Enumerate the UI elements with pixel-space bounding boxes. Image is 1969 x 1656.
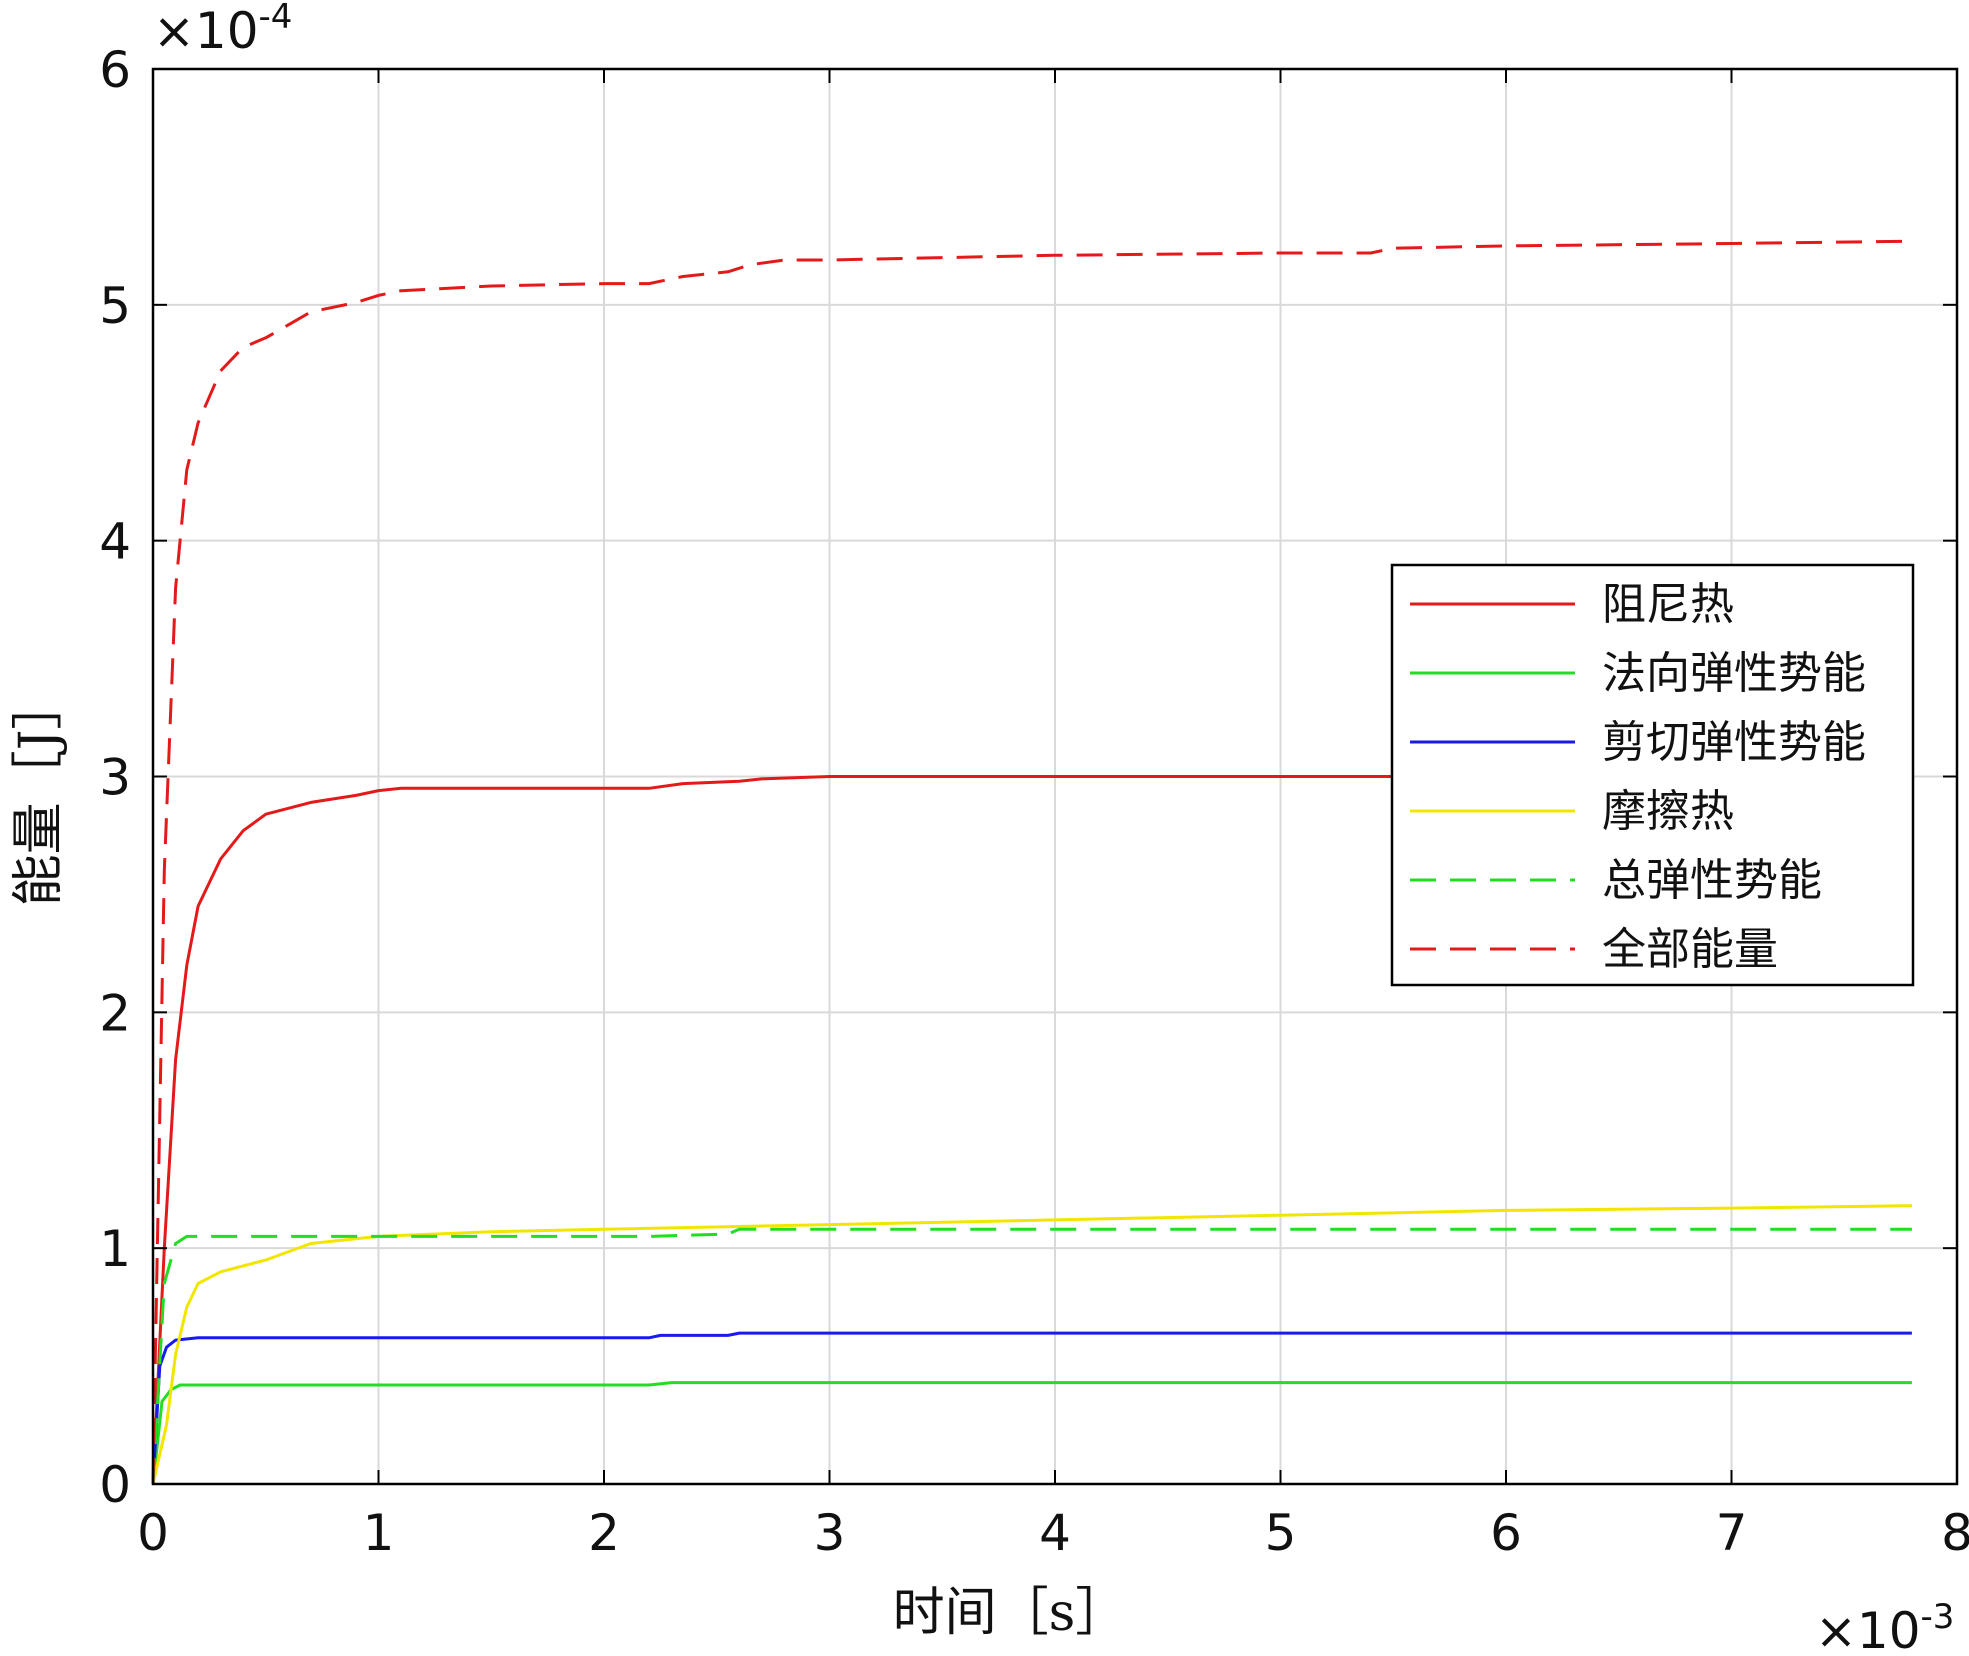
series-line-5 — [151, 1227, 1912, 1485]
legend-label-4: 摩擦热 — [1602, 786, 1734, 837]
legend-label-2: 法向弹性势能 — [1602, 648, 1866, 699]
y-tick-label: 1 — [99, 1220, 131, 1278]
x-tick-label: 0 — [137, 1504, 169, 1562]
x-tick-label: 5 — [1265, 1504, 1297, 1562]
data-series — [151, 239, 1912, 1485]
y-tick-label: 3 — [99, 749, 131, 807]
y-tick-label: 5 — [99, 277, 131, 335]
x-tick-label: 1 — [363, 1504, 395, 1562]
y-tick-label: 0 — [99, 1456, 131, 1514]
x-tick-label: 4 — [1039, 1504, 1071, 1562]
legend-box — [1390, 563, 1915, 987]
y-tick-label: 2 — [99, 984, 131, 1042]
y-tick-label: 4 — [99, 513, 131, 571]
legend-label-1: 阻尼热 — [1602, 579, 1734, 630]
x-axis-title: 时间［s］ — [893, 1583, 1128, 1643]
legend-label-3: 剪切弹性势能 — [1602, 717, 1866, 768]
x-tick-label: 7 — [1716, 1504, 1748, 1562]
series-line-3 — [151, 1331, 1912, 1485]
legend-label-5: 总弹性势能 — [1602, 855, 1822, 906]
legend-label-6: 全部能量 — [1602, 924, 1778, 975]
y-axis-title: 能量［J］ — [9, 678, 69, 907]
y-multiplier-label: ×10-4 — [153, 0, 292, 60]
series-line-1 — [151, 775, 1912, 1485]
x-tick-label: 8 — [1941, 1504, 1969, 1562]
series-line-6 — [151, 239, 1912, 1485]
x-tick-label: 2 — [588, 1504, 620, 1562]
axis-ticks: 0 1 2 3 4 5 6 7 8 0 1 2 3 4 5 6 — [99, 41, 1969, 1562]
x-tick-label: 6 — [1490, 1504, 1522, 1562]
series-line-2 — [151, 1381, 1912, 1485]
y-tick-label: 6 — [99, 41, 131, 99]
x-multiplier-label: ×10-3 — [1815, 1597, 1954, 1656]
x-tick-label: 3 — [814, 1504, 846, 1562]
